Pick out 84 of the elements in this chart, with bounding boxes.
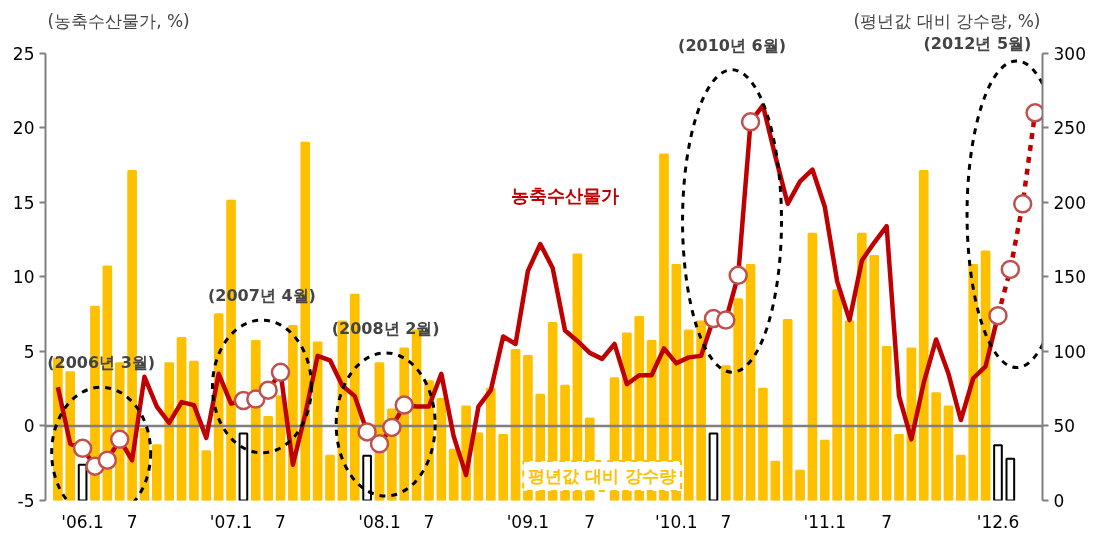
point bbox=[394, 395, 414, 415]
x-tick-label: 7 bbox=[720, 511, 732, 532]
x-tick-label: 7 bbox=[126, 511, 138, 532]
point bbox=[740, 112, 761, 132]
point bbox=[72, 438, 93, 459]
point bbox=[382, 417, 402, 438]
bar bbox=[696, 320, 706, 501]
bar bbox=[807, 232, 818, 501]
bar bbox=[1005, 457, 1016, 501]
text: (2012년 5월) bbox=[923, 34, 1032, 54]
point bbox=[988, 305, 1008, 326]
bar bbox=[819, 439, 830, 501]
x-tick-label: '08.1 bbox=[358, 511, 401, 532]
bar bbox=[164, 362, 175, 501]
x-tick-label: 7 bbox=[423, 511, 435, 532]
bar bbox=[733, 298, 744, 501]
bar bbox=[844, 320, 855, 501]
x-tick-label: '06.1 bbox=[61, 511, 104, 532]
point bbox=[270, 362, 291, 383]
bar bbox=[918, 170, 929, 501]
bar bbox=[832, 289, 842, 501]
x-tick-label: '10.1 bbox=[655, 511, 698, 532]
bar bbox=[943, 405, 954, 501]
bar bbox=[151, 444, 162, 501]
point bbox=[1012, 194, 1033, 214]
bar bbox=[881, 345, 892, 501]
bar bbox=[683, 329, 694, 501]
annotation: (2010년 6월) bbox=[678, 35, 786, 55]
y-tick-label: 15 bbox=[12, 192, 35, 213]
bar bbox=[448, 448, 459, 501]
bar bbox=[201, 450, 212, 501]
bar bbox=[498, 433, 509, 501]
y2-tick-label: 300 bbox=[1053, 43, 1086, 64]
y-tick-label: -5 bbox=[17, 491, 35, 511]
bar bbox=[473, 432, 484, 501]
y-tick-label: 5 bbox=[23, 341, 35, 362]
bar bbox=[189, 360, 199, 501]
y-axis-title: (농축수산물가, %) bbox=[47, 10, 190, 31]
bar bbox=[869, 254, 880, 501]
point bbox=[357, 422, 377, 442]
bar bbox=[708, 432, 719, 501]
point bbox=[1000, 259, 1021, 280]
y2-tick-label: 0 bbox=[1053, 491, 1065, 511]
bar bbox=[857, 232, 867, 501]
bar bbox=[894, 433, 904, 501]
bar bbox=[931, 392, 941, 501]
text: 농축수산물가 bbox=[511, 185, 620, 207]
y2-axis-title: (평년값 대비 강수량, %) bbox=[853, 10, 1041, 31]
point bbox=[728, 265, 748, 286]
x-tick-label: 7 bbox=[275, 511, 286, 532]
y2-tick-label: 50 bbox=[1053, 416, 1076, 437]
point bbox=[109, 429, 130, 450]
bar bbox=[993, 444, 1003, 501]
x-tick-label: '07.1 bbox=[209, 511, 253, 532]
bar bbox=[510, 348, 521, 501]
y2-tick-label: 100 bbox=[1053, 341, 1086, 362]
bar bbox=[745, 263, 756, 501]
bar bbox=[485, 387, 496, 501]
y-tick-label: 10 bbox=[12, 267, 35, 288]
y2-tick-label: 150 bbox=[1053, 267, 1086, 288]
bar bbox=[436, 398, 447, 501]
y-tick-label: 20 bbox=[12, 118, 35, 139]
y-tick-label: 0 bbox=[23, 416, 35, 437]
bar bbox=[795, 469, 805, 501]
point bbox=[97, 450, 118, 470]
y2-tick-label: 200 bbox=[1053, 192, 1086, 213]
x-tick-label: 7 bbox=[584, 511, 596, 532]
x-tick-label: 7 bbox=[881, 511, 893, 532]
bar bbox=[770, 460, 781, 501]
y-tick-label: 25 bbox=[12, 43, 35, 64]
bar bbox=[721, 365, 731, 501]
bar bbox=[782, 319, 793, 501]
x-tick-label: '12.6 bbox=[976, 511, 1020, 532]
x-tick-label: '09.1 bbox=[506, 511, 550, 532]
point bbox=[369, 434, 390, 454]
y2-tick-label: 250 bbox=[1053, 118, 1086, 139]
bar bbox=[956, 454, 966, 501]
bar bbox=[325, 454, 335, 501]
bar bbox=[263, 416, 273, 501]
series-label: 평년값 대비 강수량 bbox=[528, 465, 677, 486]
point bbox=[258, 380, 278, 400]
point bbox=[716, 310, 736, 330]
x-tick-label: '11.1 bbox=[803, 511, 847, 532]
bar bbox=[758, 387, 768, 501]
